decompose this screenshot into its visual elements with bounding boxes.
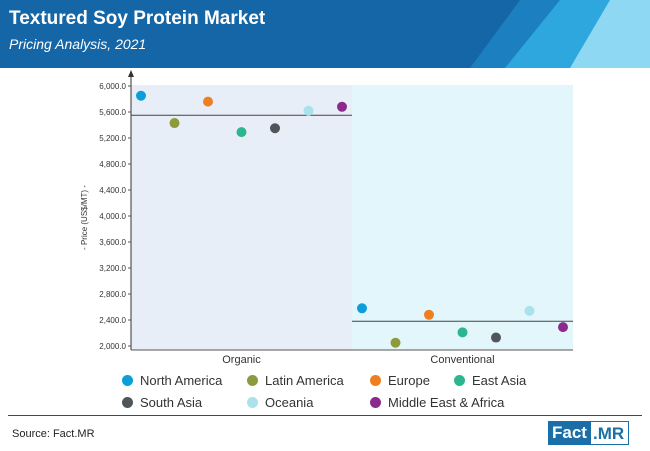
y-axis-arrow — [128, 70, 134, 77]
legend-item: North America — [122, 373, 222, 388]
legend-item: East Asia — [454, 373, 526, 388]
x-category-label: Organic — [222, 354, 261, 366]
y-tick-label: 6,000.0 — [99, 82, 126, 91]
legend-item: Middle East & Africa — [370, 395, 504, 410]
legend-label: Europe — [388, 373, 430, 388]
legend-label: South Asia — [140, 395, 203, 410]
y-axis-label: - Price (US$/MT) - — [80, 185, 89, 250]
legend-swatch — [247, 397, 258, 408]
y-tick-label: 2,000.0 — [99, 342, 126, 351]
data-point — [136, 90, 146, 101]
conventional-panel-bg — [352, 85, 573, 350]
legend-swatch — [370, 375, 381, 386]
legend-item: South Asia — [122, 395, 202, 410]
data-point — [236, 127, 247, 138]
legend-swatch — [247, 375, 258, 386]
x-category-label: Conventional — [430, 354, 494, 366]
y-tick-label: 3,200.0 — [99, 264, 126, 273]
legend-label: Latin America — [265, 373, 344, 388]
organic-panel-bg — [131, 85, 352, 350]
header-background — [0, 0, 650, 68]
legend-label: Oceania — [265, 395, 314, 410]
page-title: Textured Soy Protein Market — [9, 8, 266, 29]
y-tick-label: 5,600.0 — [99, 108, 126, 117]
data-point — [270, 123, 280, 134]
data-point — [558, 322, 568, 333]
y-tick-label: 4,800.0 — [99, 160, 126, 169]
logo-text-mr: .MR — [589, 421, 630, 445]
legend-item: Latin America — [247, 373, 344, 388]
data-point — [390, 337, 401, 348]
legend-item: Oceania — [247, 395, 313, 410]
factmr-logo: Fact .MR — [548, 421, 630, 445]
logo-text-fact: Fact — [548, 421, 590, 445]
page-subtitle: Pricing Analysis, 2021 — [9, 36, 147, 52]
legend-swatch — [122, 397, 133, 408]
legend-swatch — [370, 397, 381, 408]
data-point — [457, 327, 468, 338]
footer-divider — [8, 415, 642, 416]
y-tick-label: 3,600.0 — [99, 238, 126, 247]
y-tick-label: 4,400.0 — [99, 186, 126, 195]
legend-label: East Asia — [472, 373, 527, 388]
y-tick-label: 5,200.0 — [99, 134, 126, 143]
source-note: Source: Fact.MR — [12, 428, 95, 440]
data-point — [424, 309, 434, 320]
legend-swatch — [122, 375, 133, 386]
legend-label: North America — [140, 373, 223, 388]
data-point — [524, 305, 535, 316]
chart: 2,000.0 2,400.0 2,800.0 3,200.0 3,600.0 4,000… — [80, 70, 573, 366]
legend-item: Europe — [370, 373, 430, 388]
y-tick-label: 2,800.0 — [99, 290, 126, 299]
data-point — [203, 96, 213, 107]
data-point — [337, 101, 347, 112]
header-banner: Textured Soy Protein Market Pricing Anal… — [0, 0, 650, 68]
legend-swatch — [454, 375, 465, 386]
data-point — [303, 105, 314, 116]
data-point — [491, 332, 501, 343]
y-tick-label: 4,000.0 — [99, 212, 126, 221]
data-point — [357, 303, 367, 314]
legend-label: Middle East & Africa — [388, 395, 505, 410]
y-tick-label: 2,400.0 — [99, 316, 126, 325]
data-point — [169, 118, 180, 129]
